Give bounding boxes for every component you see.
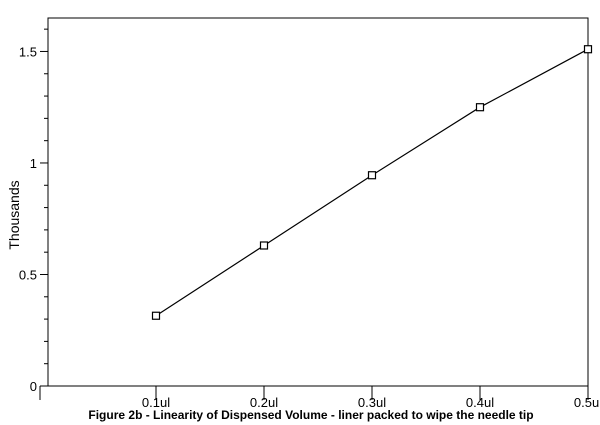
plot-frame [47,17,589,387]
y-tick-label: 1 [30,156,37,171]
y-minor-ticks [44,28,48,365]
x-tick-label: 0.5ul [574,395,600,410]
data-point [475,103,485,112]
x-tick-label: 0.4ul [466,395,494,410]
data-point [583,45,593,54]
figure-caption: Figure 2b - Linearity of Dispensed Volum… [88,408,533,422]
y-tick-label: 0 [30,379,37,394]
data-point [151,311,161,320]
y-tick-label: 0.5 [19,267,37,282]
series-line [155,48,589,317]
x-tick-label: 0.3ul [358,395,386,410]
data-point [367,171,377,180]
y-tick-label: 1.5 [19,44,37,59]
data-point [259,241,269,250]
y-axis-title: Thousands [6,180,22,249]
x-tick-label: 0.2ul [250,395,278,410]
x-ticks: 0.1ul 0.2ul 0.3ul 0.4ul 0.5ul [39,386,600,410]
x-tick-label: 0.1ul [142,395,170,410]
series-markers [151,45,593,320]
y-major-ticks: 0 0.5 1 1.5 [19,44,48,394]
